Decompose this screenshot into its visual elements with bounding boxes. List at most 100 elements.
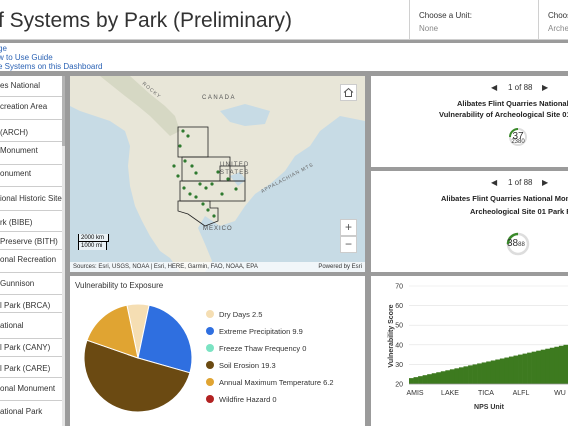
bar[interactable] xyxy=(486,361,492,384)
x-tick-label: LAKE xyxy=(441,390,459,397)
system-selector[interactable]: Choos Archeo xyxy=(538,0,568,40)
divider xyxy=(0,272,62,273)
link-how-to-use-guide[interactable]: w to Use Guide xyxy=(0,53,53,62)
bar[interactable] xyxy=(418,376,423,384)
park-list-item[interactable]: Monument xyxy=(0,146,38,155)
bar[interactable] xyxy=(431,373,437,384)
park-list-item[interactable]: es National xyxy=(0,81,41,90)
exposure-pie-chart xyxy=(83,303,193,413)
bar[interactable] xyxy=(508,356,514,384)
bar[interactable] xyxy=(518,354,523,384)
park-list-item[interactable]: creation Area xyxy=(0,102,48,111)
divider xyxy=(0,356,62,357)
bar[interactable] xyxy=(545,348,551,384)
link-page[interactable]: ge xyxy=(0,44,7,53)
park-list-item[interactable]: l Park (CANY) xyxy=(0,343,51,352)
bar[interactable] xyxy=(536,350,542,384)
divider xyxy=(0,249,62,250)
park-list-item[interactable]: onument xyxy=(0,169,32,178)
park-list-item[interactable]: ational Park xyxy=(0,407,43,416)
link-bar: ge w to Use Guide e Systems on this Dash… xyxy=(0,43,568,71)
sidebar-scrollbar-track[interactable] xyxy=(62,76,65,426)
bar[interactable] xyxy=(495,359,501,385)
exposure-panel-title: Vulnerability to Exposure xyxy=(75,281,164,290)
land-shape xyxy=(70,76,365,272)
home-icon xyxy=(343,87,354,97)
attribution-text: Sources: Esri, USGS, NOAA | Esri, HERE, … xyxy=(73,264,258,270)
bar[interactable] xyxy=(504,357,510,384)
park-list-item[interactable]: rk (BIBE) xyxy=(0,218,33,227)
bar[interactable] xyxy=(472,364,478,384)
powered-by-esri[interactable]: Powered by Esri xyxy=(318,264,362,270)
bar[interactable] xyxy=(563,344,568,384)
sidebar-scrollbar-thumb[interactable] xyxy=(62,76,65,146)
divider xyxy=(0,119,62,120)
pie-slice-temp[interactable] xyxy=(86,304,139,359)
divider xyxy=(0,294,62,295)
bar[interactable] xyxy=(440,371,446,384)
legend-label: Extreme Precipitation xyxy=(219,327,291,336)
bar[interactable] xyxy=(490,360,496,384)
bar[interactable] xyxy=(499,358,505,384)
bar[interactable] xyxy=(549,347,555,384)
x-tick-label: ALFL xyxy=(513,390,530,397)
bar[interactable] xyxy=(540,349,546,384)
legend-dot xyxy=(206,327,214,335)
bar[interactable] xyxy=(458,367,464,384)
legend-label: Wildfire Hazard xyxy=(219,395,271,404)
zoom-out-button[interactable]: − xyxy=(340,236,357,253)
bar[interactable] xyxy=(468,365,473,384)
bar[interactable] xyxy=(422,375,428,384)
home-button[interactable] xyxy=(340,84,357,101)
bar[interactable] xyxy=(554,346,560,384)
bar[interactable] xyxy=(449,369,455,384)
card2-title-1: Alibates Flint Quarries National Mon xyxy=(441,194,568,203)
scale-mi: 1000 mi xyxy=(78,242,107,250)
park-list-item[interactable]: (ARCH) xyxy=(0,128,28,137)
map-label-states: STATES xyxy=(220,170,250,176)
bar[interactable] xyxy=(413,377,419,384)
bar[interactable] xyxy=(436,372,442,384)
bar[interactable] xyxy=(527,352,532,384)
legend-dot xyxy=(206,395,214,403)
link-systems-on-dashboard[interactable]: e Systems on this Dashboard xyxy=(0,62,103,71)
exposure-panel: Vulnerability to Exposure Dry Days 2.5 E… xyxy=(70,276,365,426)
park-list-item[interactable]: l Park (BRCA) xyxy=(0,301,51,310)
y-tick-label: 40 xyxy=(395,342,403,349)
bar[interactable] xyxy=(409,378,414,384)
prev-arrow-icon[interactable]: ◀ xyxy=(491,178,498,187)
park-list-item[interactable]: ational xyxy=(0,321,24,330)
bar[interactable] xyxy=(454,368,460,384)
bar[interactable] xyxy=(481,362,487,384)
park-list-item[interactable]: l Park (CARE) xyxy=(0,364,51,373)
bar[interactable] xyxy=(531,351,537,384)
zoom-in-button[interactable]: + xyxy=(340,219,357,236)
park-list-item[interactable]: ional Historic Site xyxy=(0,194,62,203)
bar[interactable] xyxy=(463,366,469,384)
park-list-item[interactable]: onal Recreation xyxy=(0,255,57,264)
pie-slice-erosion[interactable] xyxy=(83,339,191,413)
divider xyxy=(0,141,62,142)
park-map[interactable]: CANADA ROCKY UNITED STATES APPALACHIAN M… xyxy=(70,76,365,272)
divider xyxy=(0,96,62,97)
pie-slice-precip[interactable] xyxy=(137,304,193,374)
bar[interactable] xyxy=(558,345,564,384)
prev-arrow-icon[interactable]: ◀ xyxy=(491,83,498,92)
divider xyxy=(0,164,62,165)
bar[interactable] xyxy=(522,353,528,384)
park-list-item[interactable]: Gunnison xyxy=(0,279,35,288)
next-arrow-icon[interactable]: ▶ xyxy=(542,178,549,187)
system-selector-value: Archeo xyxy=(548,24,568,33)
bar[interactable] xyxy=(513,355,519,384)
bar[interactable] xyxy=(427,374,433,384)
vulnerability-card-2: ◀ 1 of 88 ▶ Alibates Flint Quarries Nati… xyxy=(371,171,568,272)
unit-selector[interactable]: Choose a Unit: None xyxy=(409,0,536,40)
map-label-canada: CANADA xyxy=(202,95,236,101)
next-arrow-icon[interactable]: ▶ xyxy=(542,83,549,92)
divider xyxy=(0,186,62,187)
bar[interactable] xyxy=(477,363,482,384)
legend-value: 6.2 xyxy=(323,378,334,387)
park-list-item[interactable]: Preserve (BITH) xyxy=(0,237,58,246)
park-list-item[interactable]: onal Monument xyxy=(0,384,56,393)
bar[interactable] xyxy=(445,370,451,384)
